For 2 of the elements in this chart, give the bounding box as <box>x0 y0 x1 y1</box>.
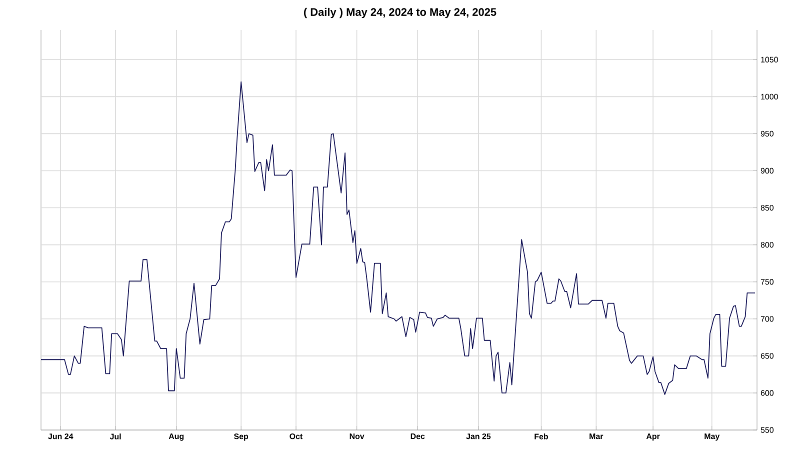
chart-title: ( Daily ) May 24, 2024 to May 24, 2025 <box>304 8 496 18</box>
line-series <box>40 81 756 395</box>
